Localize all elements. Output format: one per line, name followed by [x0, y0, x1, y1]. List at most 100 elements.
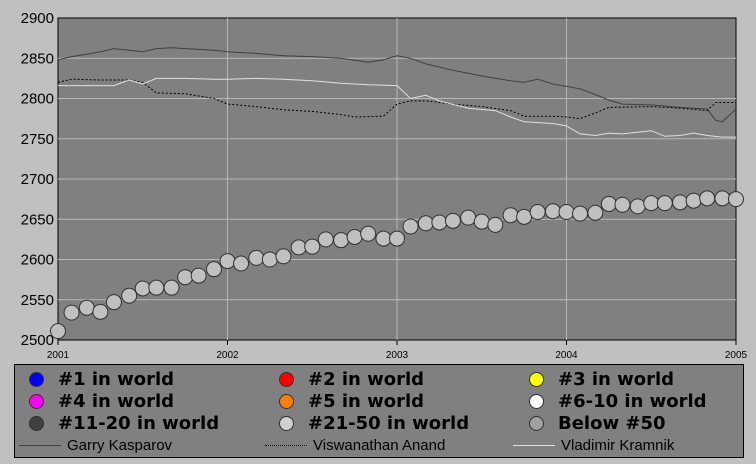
legend-label: #1 in world	[58, 368, 175, 390]
below-50-dot-icon	[529, 415, 544, 431]
series-line-2	[58, 77, 736, 138]
kasparov-line-swatch	[19, 444, 61, 446]
rating-marker	[728, 191, 744, 208]
rating-marker	[558, 204, 575, 221]
legend-item-below-50: Below #50	[529, 412, 666, 434]
kramnik-line-swatch	[513, 444, 555, 446]
rating-marker	[487, 216, 504, 233]
y-tick-label: 2550	[21, 292, 54, 309]
series-line-0	[57, 47, 737, 123]
legend-label: #21-50 in world	[308, 412, 470, 434]
rating-marker	[544, 203, 561, 220]
legend-item-rank-11-20: #11-20 in world	[29, 412, 219, 434]
rating-marker	[685, 192, 702, 209]
rating-marker	[714, 190, 731, 207]
legend-item-kramnik: Vladimir Kramnik	[513, 434, 674, 456]
legend-label: #3 in world	[558, 368, 675, 390]
legend-item-rank-21-50: #21-50 in world	[279, 412, 469, 434]
y-tick-label: 2650	[21, 211, 54, 228]
rating-marker	[248, 249, 265, 266]
legend-line-label: Viswanathan Anand	[313, 436, 446, 454]
anand-line-swatch	[265, 444, 307, 446]
rating-marker	[92, 303, 109, 320]
rating-marker	[219, 253, 236, 270]
rating-marker	[473, 213, 490, 230]
rating-marker	[205, 261, 222, 278]
rating-marker	[614, 196, 631, 213]
legend-item-rank-3: #3 in world	[529, 368, 674, 390]
rating-marker	[78, 299, 95, 316]
y-tick-label: 2700	[21, 171, 54, 188]
x-tick-label: 2002	[216, 350, 239, 361]
rating-marker	[148, 279, 165, 296]
legend-item-rank-5: #5 in world	[279, 390, 424, 412]
rating-marker	[699, 190, 716, 207]
rating-marker	[572, 205, 589, 222]
legend: #1 in world #2 in world #3 in world #4 i…	[14, 364, 744, 458]
rank-4-dot-icon	[29, 393, 44, 409]
rating-marker	[50, 323, 66, 340]
rating-marker	[134, 280, 151, 297]
rating-marker	[163, 279, 180, 296]
rating-marker	[261, 251, 278, 268]
rating-marker	[402, 218, 419, 235]
grid-lines	[58, 18, 736, 340]
rating-marker	[375, 230, 392, 247]
y-tick-label: 2900	[21, 10, 54, 27]
rating-marker	[600, 195, 617, 212]
rating-marker	[672, 194, 689, 211]
rating-marker	[275, 248, 292, 265]
series-line-1	[57, 78, 736, 120]
legend-label: #4 in world	[58, 390, 175, 412]
legend-label: #11-20 in world	[58, 412, 220, 434]
legend-item-rank-1: #1 in world	[29, 368, 174, 390]
rating-marker	[290, 239, 307, 256]
rank-1-dot-icon	[29, 371, 44, 387]
legend-item-kasparov: Garry Kasparov	[19, 434, 172, 456]
rank-2-dot-icon	[279, 371, 294, 387]
rating-marker	[360, 225, 377, 242]
x-axis-ticks: 2001 2002 2003 2004 2005	[47, 340, 748, 361]
rating-marker	[346, 228, 363, 245]
rank-3-dot-icon	[529, 371, 544, 387]
y-tick-label: 2850	[21, 50, 54, 67]
rating-marker	[502, 207, 519, 224]
y-tick-label: 2750	[21, 131, 54, 148]
rating-marker	[431, 214, 448, 231]
legend-label: #6-10 in world	[558, 390, 707, 412]
legend-item-rank-2: #2 in world	[279, 368, 424, 390]
rating-marker	[177, 269, 194, 286]
rating-marker	[656, 195, 673, 212]
x-tick-label: 2001	[47, 350, 70, 361]
rating-marker	[333, 232, 350, 249]
legend-line-label: Vladimir Kramnik	[561, 436, 675, 454]
rating-marker	[233, 255, 250, 272]
legend-item-rank-4: #4 in world	[29, 390, 174, 412]
rating-marker	[121, 287, 138, 304]
legend-item-rank-6-10: #6-10 in world	[529, 390, 707, 412]
rating-marker	[587, 204, 604, 221]
rating-marker	[389, 230, 405, 247]
rank-5-dot-icon	[279, 393, 294, 409]
rating-marker	[417, 215, 434, 232]
rating-marker	[444, 212, 461, 229]
x-tick-label: 2005	[725, 350, 748, 361]
rating-marker	[516, 208, 533, 225]
rating-marker	[190, 267, 207, 284]
rating-marker	[643, 195, 660, 212]
legend-line-label: Garry Kasparov	[67, 436, 173, 454]
x-tick-label: 2004	[555, 350, 578, 361]
legend-label: #5 in world	[308, 390, 425, 412]
rating-marker	[304, 238, 321, 255]
rating-marker	[105, 294, 122, 311]
rank-11-20-dot-icon	[29, 415, 44, 431]
rating-marker	[629, 198, 646, 215]
rating-marker	[460, 209, 477, 226]
rating-chart: 2500 2550 2600 2650 2700 2750 2800 2850 2900 200…	[21, 10, 748, 361]
series-layer	[57, 47, 737, 138]
y-tick-label: 2800	[21, 91, 54, 108]
rank-21-50-dot-icon	[279, 415, 294, 431]
x-tick-label: 2003	[386, 350, 409, 361]
legend-item-anand: Viswanathan Anand	[265, 434, 445, 456]
y-tick-label: 2600	[21, 252, 54, 269]
